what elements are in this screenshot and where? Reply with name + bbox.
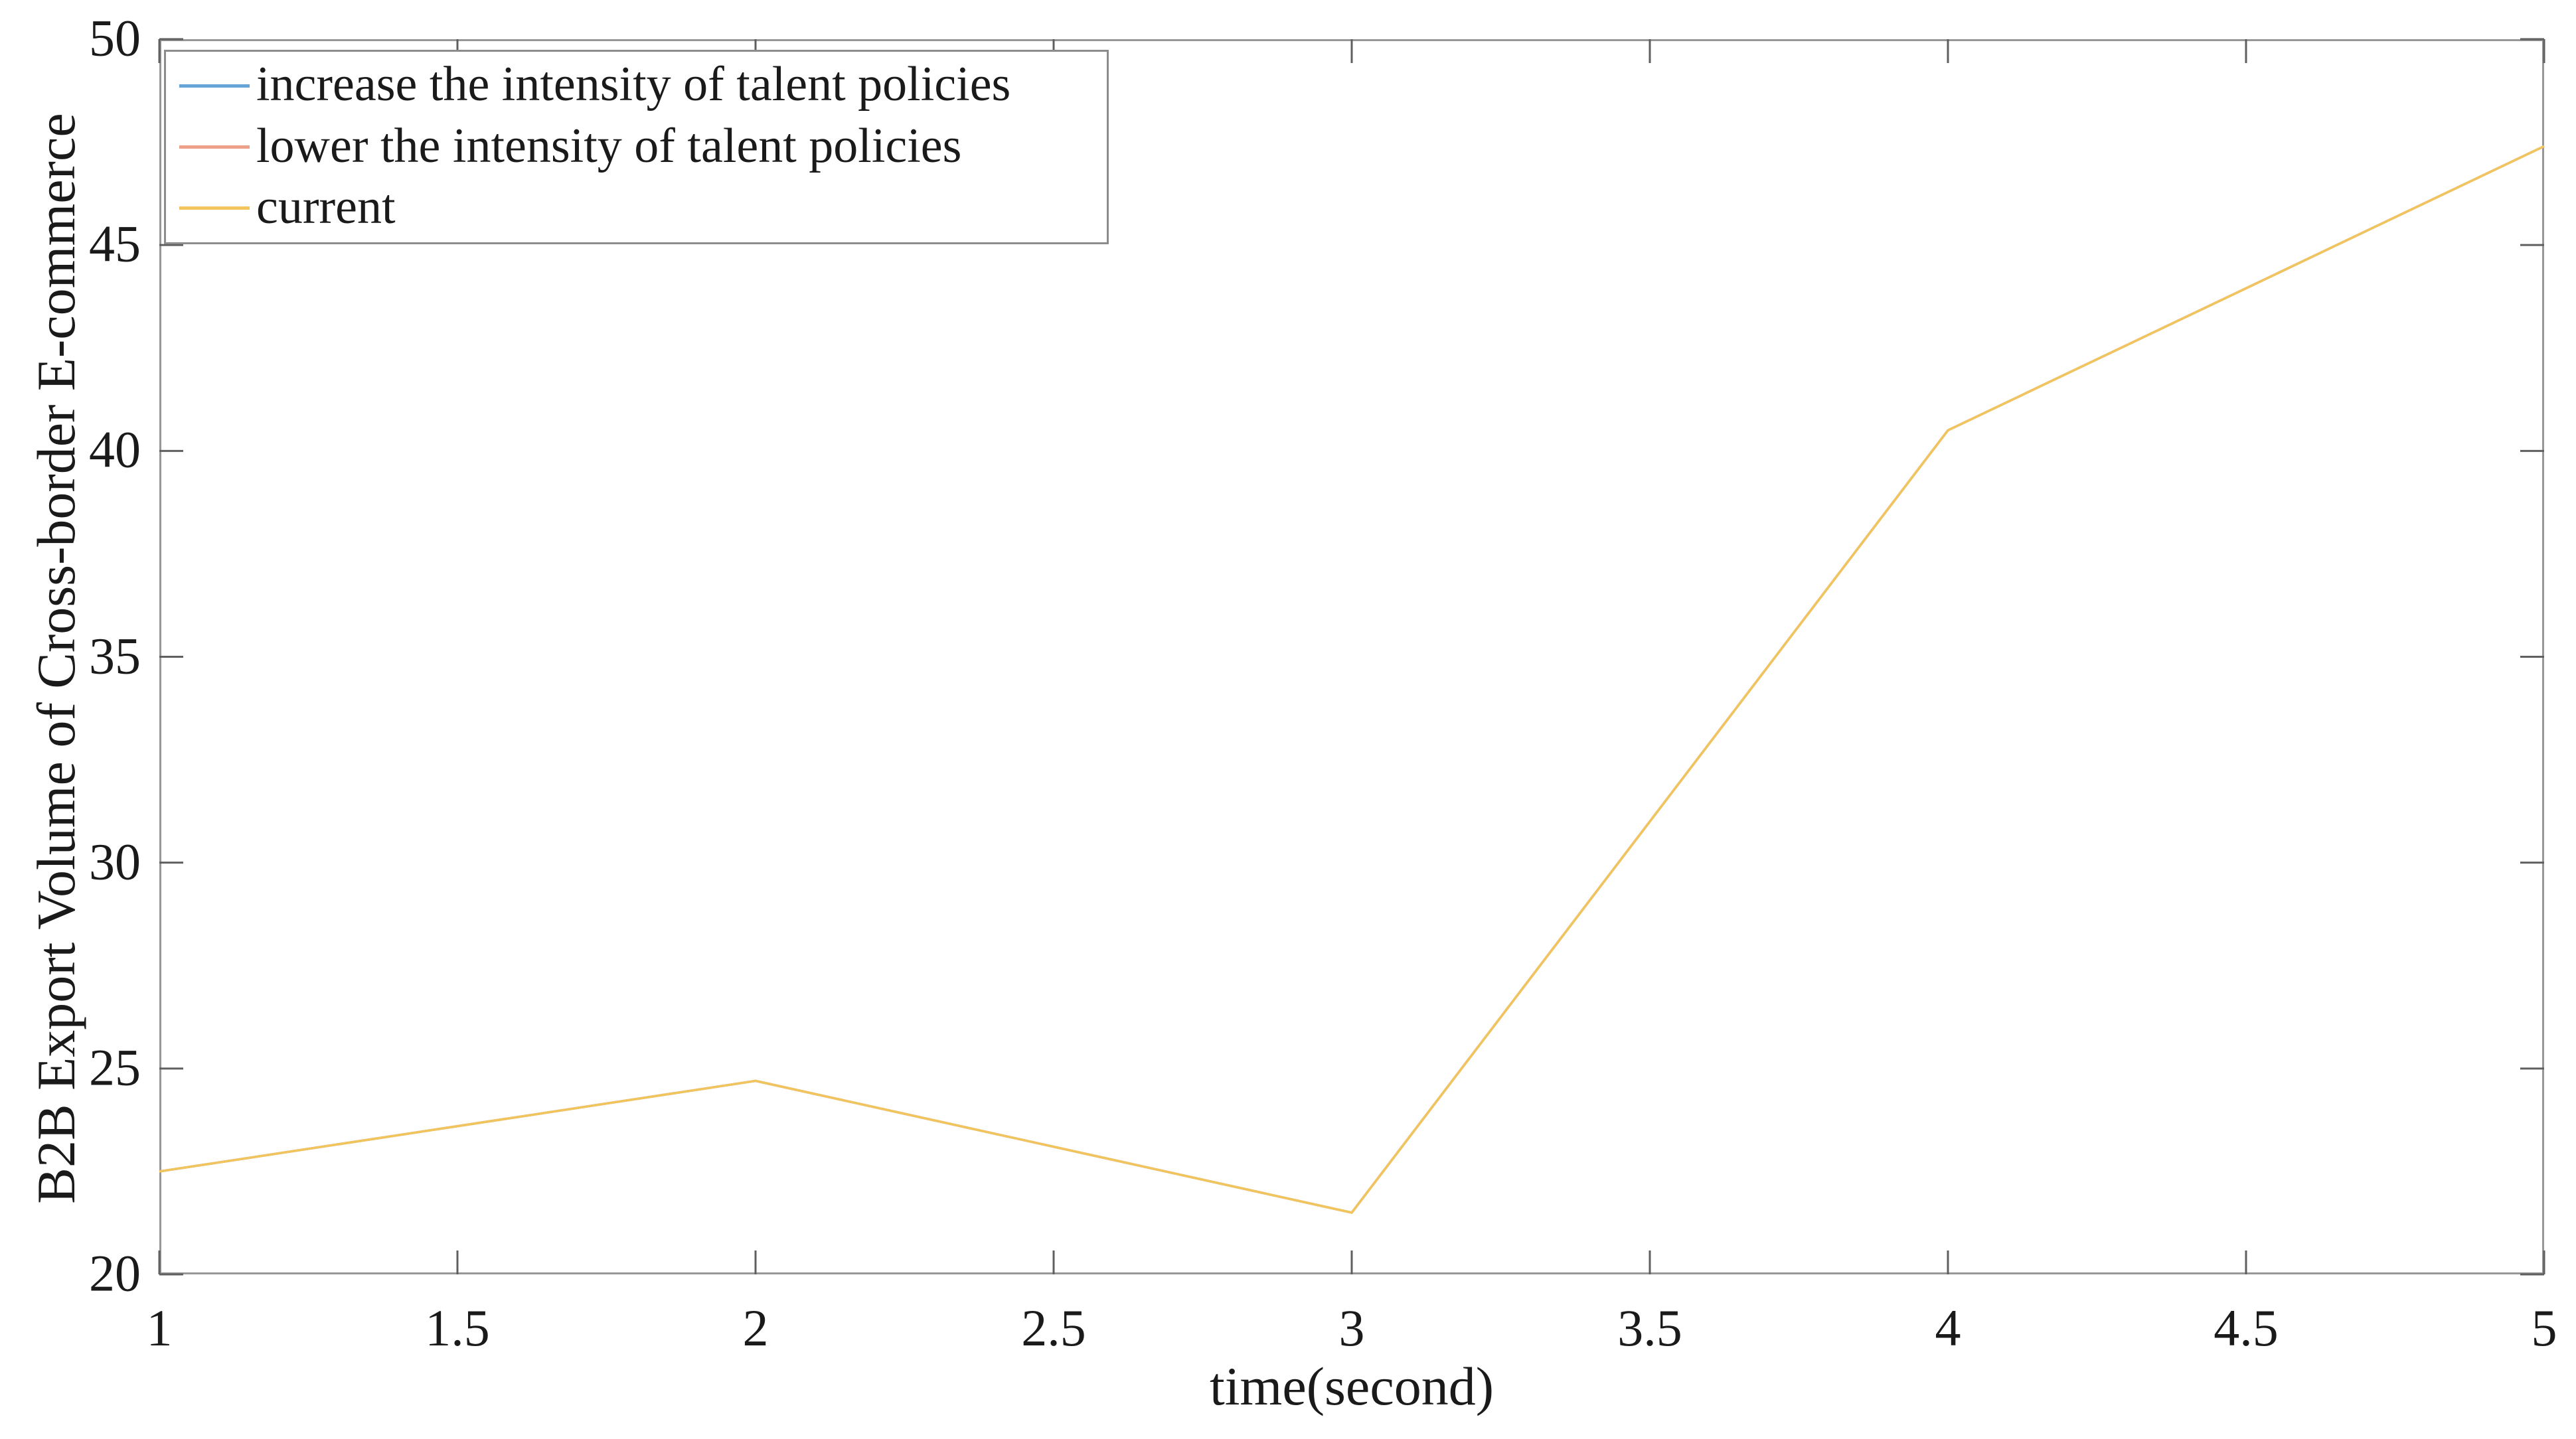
x-tick-label: 4.5 [2214,1299,2279,1357]
x-tick-label: 2 [742,1299,769,1357]
series-line-current [159,145,2545,1214]
x-axis-label: time(second) [1209,1356,1494,1416]
y-tick-label: 30 [89,832,141,891]
series-line-lower [159,145,2545,1214]
y-tick-label: 35 [89,626,141,684]
y-tick-label: 50 [89,9,141,67]
legend-item-lower: lower the intensity of talent policies [166,117,1107,177]
legend-box: increase the intensity of talent policie… [164,50,1109,244]
legend-item-current: current [166,179,1107,238]
legend-line-sample-increase [179,84,250,88]
x-tick-label: 3.5 [1617,1299,1682,1357]
legend-label: lower the intensity of talent policies [256,118,962,173]
x-tick-label: 4 [1935,1299,1961,1357]
legend-line-sample-current [179,206,250,210]
legend-item-increase: increase the intensity of talent policie… [166,56,1107,115]
chart-canvas [158,38,2545,1276]
x-tick-label: 1.5 [425,1299,490,1357]
legend-label: increase the intensity of talent policie… [256,57,1011,112]
x-tick-label: 1 [146,1299,173,1357]
y-tick-label: 25 [89,1038,141,1097]
y-tick-label: 45 [89,214,141,273]
y-tick-label: 20 [89,1244,141,1302]
legend-label: current [256,179,396,234]
x-tick-label: 3 [1338,1299,1365,1357]
plot-area [158,38,2545,1276]
y-axis-label: B2B Export Volume of Cross-border E-comm… [25,113,86,1204]
series-line-increase [159,145,2545,1214]
legend-line-sample-lower [179,145,250,149]
y-tick-label: 40 [89,420,141,479]
x-tick-label: 2.5 [1021,1299,1086,1357]
x-tick-label: 5 [2531,1299,2557,1357]
